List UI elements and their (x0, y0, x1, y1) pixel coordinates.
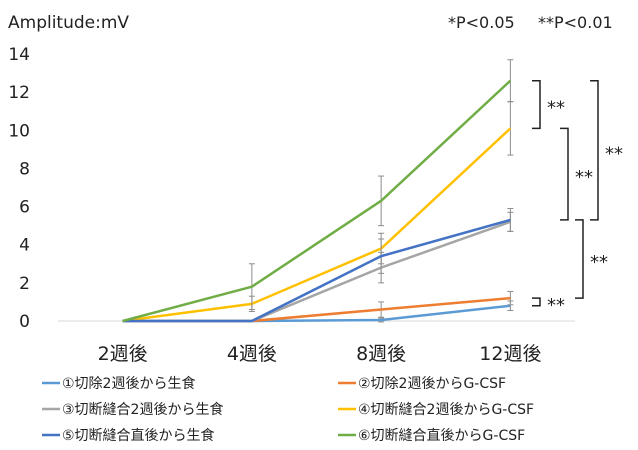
significance-mark: ** (575, 167, 593, 188)
significance-bracket (532, 79, 541, 130)
y-tick-label: 10 (8, 121, 30, 141)
legend-item: ⑤切断縫合直後から生食 (42, 427, 215, 444)
x-tick-label: 12週後 (479, 343, 541, 365)
significance-bracket (590, 79, 599, 221)
y-axis-label: Amplitude:mV (8, 13, 129, 33)
x-tick-label: 4週後 (227, 343, 277, 365)
significance-bracket (532, 297, 541, 307)
legend-label: ⑤切断縫合直後から生食 (62, 427, 215, 444)
significance-note-p01: **P<0.01 (538, 13, 613, 32)
significance-brackets: ** ** ** ** ** (532, 79, 623, 316)
y-tick-label: 0 (19, 312, 30, 332)
y-axis-ticks: 0 2 4 6 8 10 12 14 (8, 45, 30, 332)
significance-note-p05: *P<0.05 (448, 13, 515, 32)
legend-label: ⑥切断縫合直後からG-CSF (358, 427, 525, 444)
y-tick-label: 2 (19, 274, 30, 294)
y-tick-label: 14 (8, 45, 30, 65)
significance-mark: ** (605, 143, 623, 164)
series-line (122, 218, 511, 323)
significance-mark: ** (590, 252, 608, 273)
series-group (122, 59, 514, 323)
legend-item: ⑥切断縫合直後からG-CSF (338, 427, 525, 444)
x-axis-ticks: 2週後 4週後 8週後 12週後 (98, 343, 542, 365)
legend-item: ②切除2週後からG-CSF (338, 376, 506, 392)
series-6 (122, 59, 514, 323)
legend-label: ②切除2週後からG-CSF (358, 376, 506, 392)
legend: ①切除2週後から生食 ②切除2週後からG-CSF ③切断縫合2週後から生食 ④切断縫合… (42, 375, 534, 444)
x-tick-label: 2週後 (98, 343, 148, 365)
series-line (122, 127, 512, 323)
legend-item: ④切断縫合2週後からG-CSF (338, 402, 534, 418)
y-tick-label: 12 (8, 83, 30, 103)
series-line (122, 296, 511, 323)
significance-mark: ** (547, 98, 565, 119)
x-tick-label: 8週後 (356, 343, 406, 365)
series-5 (122, 207, 514, 323)
significance-bracket (560, 127, 569, 221)
legend-label: ①切除2週後から生食 (62, 375, 195, 392)
y-tick-label: 4 (19, 236, 30, 256)
series-line (122, 79, 512, 323)
y-tick-label: 6 (19, 198, 30, 218)
legend-item: ③切断縫合2週後から生食 (42, 401, 223, 418)
legend-item: ①切除2週後から生食 (42, 375, 195, 392)
legend-label: ④切断縫合2週後からG-CSF (358, 402, 534, 418)
significance-bracket (575, 219, 584, 299)
y-tick-label: 8 (19, 159, 30, 179)
legend-label: ③切断縫合2週後から生食 (62, 401, 223, 418)
significance-mark: ** (547, 295, 565, 316)
